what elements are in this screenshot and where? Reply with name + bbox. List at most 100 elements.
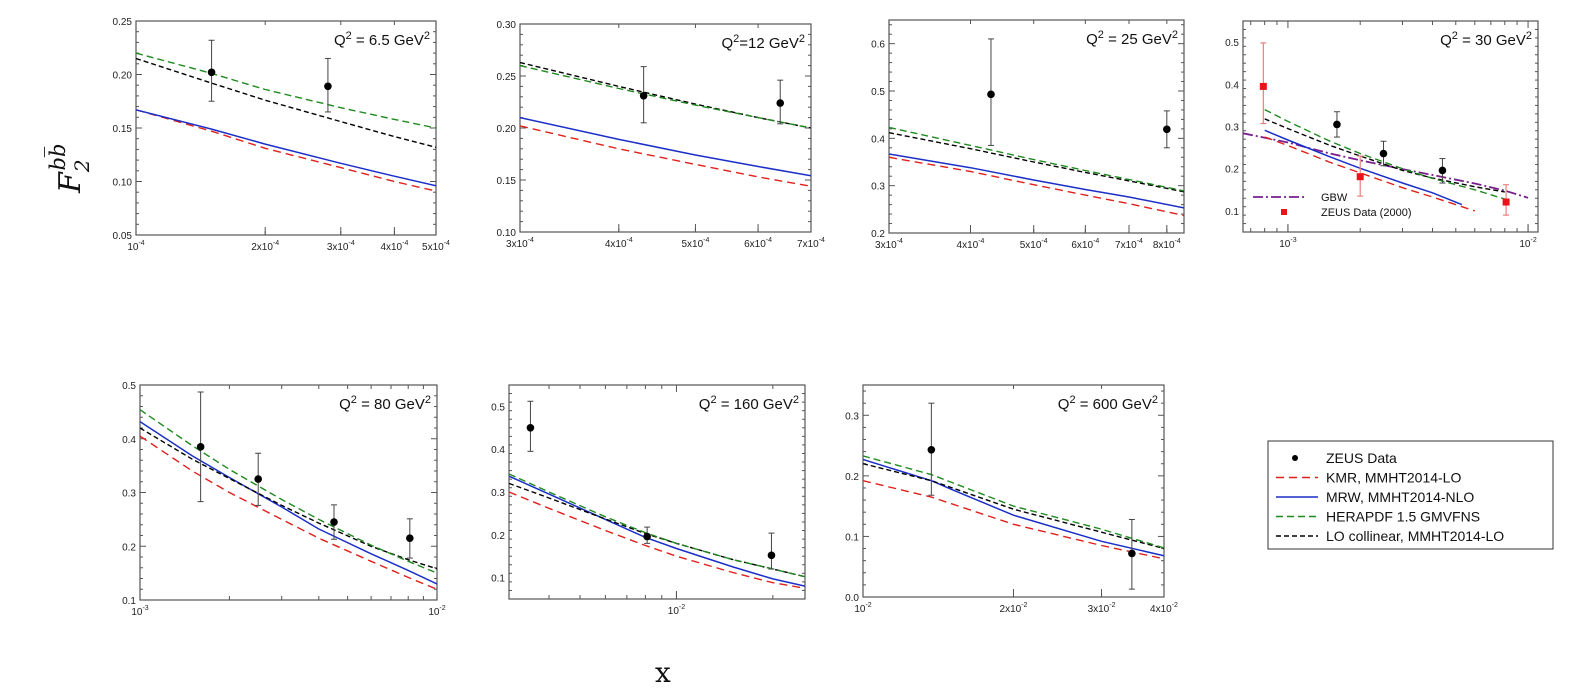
- y-tick-label: 0.10: [497, 228, 517, 239]
- x-tick-label: 7x10-4: [797, 237, 825, 250]
- data-point-zeus: [254, 475, 262, 483]
- panel-title: Q2 = 6.5 GeV2: [334, 30, 430, 49]
- data-point-zeus: [639, 91, 648, 100]
- y-tick-label: 0.2: [491, 531, 505, 542]
- plot-frame: [888, 19, 1185, 234]
- y-tick-label: 0.5: [491, 402, 505, 413]
- data-point-zeus: [196, 443, 205, 451]
- x-tick-label: 4x10-2: [1150, 602, 1178, 615]
- panel-title: Q2 = 30 GeV2: [1440, 30, 1532, 49]
- data-point-zeus: [927, 446, 936, 454]
- y-tick-label: 0.1: [845, 532, 859, 543]
- x-tick-label: 2x10-2: [1000, 602, 1028, 615]
- data-point-zeus: [1333, 120, 1341, 129]
- legend-entry-herapdf: HERAPDF 1.5 GMVFNS: [1276, 509, 1480, 525]
- curve-kmr: [863, 480, 1164, 560]
- legend-box: [1267, 440, 1554, 550]
- curve-herapdf: [1264, 108, 1506, 200]
- y-tick-label: 0.2: [845, 472, 859, 483]
- curves: [1243, 108, 1529, 212]
- y-tick-label: 0.30: [497, 20, 517, 31]
- legend-entry-kmr: KMR, MMHT2014-LO: [1276, 470, 1461, 486]
- y-tick-label: 0.5: [122, 381, 136, 392]
- legend-entry-lo: LO collinear, MMHT2014-LO: [1276, 528, 1504, 544]
- curves: [136, 52, 436, 192]
- x-tick-label: 7x10-4: [1115, 238, 1143, 251]
- panel-title: Q2 = 160 GeV2: [699, 394, 799, 413]
- data-point-zeus: [1128, 549, 1136, 558]
- panel-1: 0.05 0.10 0.15 0.20 0.25 10-4 2x10-4 3x10-4 4x10…: [113, 17, 451, 253]
- curve-mrw: [136, 109, 436, 187]
- x-tick-label: 10-4: [127, 240, 144, 253]
- x-tick-label: 3x10-4: [327, 240, 355, 253]
- y-tick-label: 0.4: [491, 445, 505, 456]
- data-point-zeus: [776, 99, 785, 107]
- curve-kmr: [136, 109, 436, 192]
- plot-frame: [135, 20, 437, 236]
- legend-label: LO collinear, MMHT2014-LO: [1326, 528, 1504, 544]
- curve-lo: [889, 132, 1184, 193]
- curve-kmr: [520, 125, 811, 187]
- y-tick-label: 0.4: [1225, 80, 1239, 91]
- y-tick-label: 0.3: [1225, 123, 1239, 134]
- y-tick-label: 0.1: [1225, 207, 1239, 218]
- data-point-zeus: [1163, 125, 1171, 134]
- curve-herapdf: [509, 473, 805, 578]
- data-point-zeus2000: [1259, 82, 1267, 90]
- legend-label: MRW, MMHT2014-NLO: [1326, 489, 1474, 505]
- panel-3: 0.2 0.3 0.4 0.5 0.6 3x10-4 4x10-4 5x10-4 6x10-4 7…: [871, 19, 1185, 251]
- curves: [863, 455, 1164, 560]
- y-tick-label: 0.2: [122, 542, 136, 553]
- curves: [509, 473, 805, 589]
- y-tick-label: 0.5: [871, 87, 885, 98]
- curve-herapdf: [863, 455, 1164, 549]
- legend-label: KMR, MMHT2014-LO: [1326, 470, 1461, 486]
- y-axis-label: F2bb̅: [44, 144, 94, 194]
- x-tick-label: 3x10-4: [506, 237, 534, 250]
- legend-label-gbw: GBW: [1321, 192, 1348, 204]
- y-tick-label: 0.3: [491, 488, 505, 499]
- curve-lo: [1264, 118, 1505, 193]
- curve-lo: [520, 61, 811, 129]
- curves: [520, 61, 811, 187]
- plot-frame: [139, 384, 438, 601]
- x-tick-label: 10-2: [668, 604, 685, 617]
- x-tick-label: 3x10-2: [1088, 602, 1116, 615]
- legend-entry-mrw: MRW, MMHT2014-NLO: [1276, 489, 1474, 505]
- legend-swatch-zeus2000: [1281, 209, 1287, 215]
- y-tick-label: 0.15: [113, 124, 133, 135]
- y-tick-label: 0.2: [1225, 165, 1239, 176]
- y-tick-label: 0.05: [113, 231, 133, 242]
- data-point-zeus2000: [1356, 173, 1364, 181]
- panels: 0.05 0.10 0.15 0.20 0.25 10-4 2x10-4 3x10-4 4x10…: [113, 17, 1539, 618]
- curve-mrw: [509, 475, 805, 587]
- curve-mrw: [520, 116, 811, 177]
- data-point-zeus: [324, 82, 332, 91]
- curve-herapdf: [136, 52, 436, 129]
- curve-herapdf: [520, 64, 811, 129]
- ylabel-main: F: [53, 171, 88, 194]
- y-tick-label: 0.6: [871, 40, 885, 51]
- curve-kmr: [889, 156, 1184, 217]
- panel-title: Q2 = 600 GeV2: [1058, 394, 1158, 413]
- x-tick-label: 6x10-4: [1071, 238, 1099, 251]
- panel-title: Q2 = 80 GeV2: [339, 394, 431, 413]
- x-axis-label: x: [655, 656, 671, 689]
- curve-lo: [140, 427, 437, 570]
- data-point-zeus: [207, 68, 216, 77]
- data-point-zeus: [330, 518, 338, 526]
- curve-lo: [136, 57, 436, 148]
- curve-mrw: [863, 458, 1164, 557]
- data-point-zeus: [1379, 149, 1388, 158]
- curve-kmr: [140, 435, 437, 590]
- curves: [889, 126, 1184, 217]
- panel-7: 0.0 0.1 0.2 0.3 10-2 2x10-2 3x10-2 4x10-2 Q2 = 6…: [845, 384, 1178, 615]
- ylabel-sup: bb̅: [44, 144, 70, 171]
- y-tick-label: 0.25: [497, 72, 517, 83]
- legend-label: ZEUS Data: [1326, 450, 1397, 466]
- curves: [140, 409, 437, 590]
- panel-5: 0.1 0.2 0.3 0.4 0.5 10-3 10-2 Q2 = 80 GeV2: [122, 381, 446, 618]
- plot-frame: [508, 384, 806, 600]
- x-tick-label: 4x10-4: [957, 238, 985, 251]
